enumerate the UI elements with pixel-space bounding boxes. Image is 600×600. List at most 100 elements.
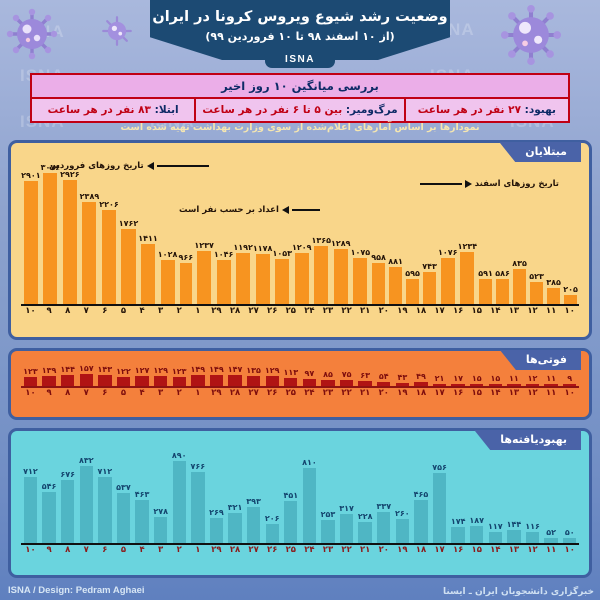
bar-column: ۱۲۳ xyxy=(21,367,40,386)
axis-tick-label: ۲۱ xyxy=(359,388,371,398)
bar xyxy=(339,513,354,543)
axis-tick-label: ۱۹ xyxy=(397,545,408,555)
bar xyxy=(544,538,558,543)
bar-column: ۱۴۱۱ xyxy=(138,234,158,304)
panel-infected: مبتلایان تاریخ روزهای اسفند تاریخ روزهای… xyxy=(8,140,592,340)
bar xyxy=(358,521,372,543)
bar-column: ۱۲ xyxy=(523,374,542,386)
axis-tick-label: ۲۷ xyxy=(248,306,259,316)
bar-value-label: ۱۱۳ xyxy=(283,367,299,377)
bar-column: ۱۲۳۴ xyxy=(458,242,477,304)
bar-value-label: ۱۲۸۹ xyxy=(331,239,351,249)
axis-tick-label: ۱۷ xyxy=(434,388,445,398)
axis-tick-label: ۲۲ xyxy=(341,545,352,555)
bar-value-label: ۹۶۶ xyxy=(178,252,194,262)
bar-value-label: ۲۹۰۱ xyxy=(21,170,41,180)
bar-column: ۹۵۸ xyxy=(370,253,387,304)
chart-deaths: ۹ ۱۱ ۱۲ ۱۱ ۱۵ ۱۵ ۱۷ ۲۱ ۴۹ ۴۳ ۵۴ ۶۳ ۷۵ ۸۵ ۹۷ ۱۱۳ ۱۲۹ ۱۳۵ ۱۴… xyxy=(21,360,579,414)
axis-tick-label: ۳ xyxy=(158,545,164,555)
axis-tick-label: ۴ xyxy=(139,388,145,398)
bar-column: ۲۵۳ xyxy=(319,510,338,543)
bar-value-label: ۱۵ xyxy=(471,374,482,383)
bar-value-label: ۱۷۴ xyxy=(450,516,466,526)
axis-tick-label: ۲۶ xyxy=(267,306,278,316)
stat-infection-label: ابتلا: xyxy=(154,104,179,116)
axis-tick-label: ۵ xyxy=(120,306,127,316)
bar-value-label: ۷۱۲ xyxy=(23,467,38,477)
bar-value-label: ۵۴ xyxy=(378,371,389,381)
axis-tick-label: ۳ xyxy=(158,306,164,316)
bar-value-label: ۱۵ xyxy=(490,374,501,383)
axis-tick-label: ۷ xyxy=(83,388,89,398)
bar xyxy=(98,375,112,386)
bar-column: ۵۹۱ xyxy=(477,269,494,304)
bar-column: ۲۹۲۶ xyxy=(60,170,80,304)
bar xyxy=(395,518,410,543)
chart-deaths-bars: ۹ ۱۱ ۱۲ ۱۱ ۱۵ ۱۵ ۱۷ ۲۱ ۴۹ ۴۳ ۵۴ ۶۳ ۷۵ ۸۵ ۹۷ ۱۱۳ ۱۲۹ ۱۳۵ ۱۴… xyxy=(21,360,579,388)
bar xyxy=(321,519,335,543)
bar xyxy=(153,517,168,543)
bar-column: ۱۱۶ xyxy=(523,522,542,543)
bar xyxy=(79,465,93,543)
footer-credit: ISNA / Design: Pedram Aghaei xyxy=(8,585,145,596)
axis-tick-label: ۱۱ xyxy=(545,545,557,555)
bar xyxy=(414,499,428,543)
bar xyxy=(321,379,335,386)
bar xyxy=(423,272,436,304)
bar-column: ۱۱۷۸ xyxy=(253,244,272,304)
stats-title: بررسی میانگین ۱۰ روز اخیر xyxy=(32,75,568,99)
bar xyxy=(525,532,540,543)
bar-value-label: ۳۰۷۶ xyxy=(40,163,61,173)
bar-value-label: ۱۴۴ xyxy=(506,519,522,529)
footer-logo: خبرگزاری دانشجویان ایران ـ ایسنا xyxy=(442,587,594,597)
axis-tick-label: ۲۸ xyxy=(229,388,241,398)
bar-column: ۱۳۵ xyxy=(244,366,263,386)
axis-tick-label: ۲۷ xyxy=(248,545,259,555)
bar-value-label: ۱۱۷ xyxy=(488,522,503,532)
axis-tick-label: ۲۶ xyxy=(267,388,278,398)
bar-value-label: ۹۷ xyxy=(304,368,315,378)
stat-infection: ابتلا: ۸۳ نفر در هر ساعت xyxy=(32,99,197,121)
bar-value-label: ۸۵ xyxy=(323,369,333,379)
axis-tick-label: ۲۶ xyxy=(267,545,278,555)
bar-value-label: ۲۷۸ xyxy=(153,507,168,517)
bar xyxy=(255,253,270,304)
bar xyxy=(141,244,156,304)
bar-value-label: ۱۰۷۵ xyxy=(350,248,371,258)
bar-value-label: ۱۰۴۶ xyxy=(213,249,234,259)
annotation-farvardin-label: تاریخ روزهای فروردین xyxy=(49,161,144,171)
axis-tick-label: ۵ xyxy=(120,388,127,398)
bar-column: ۱۲۷ xyxy=(133,366,152,386)
bar-column: ۲۶۹ xyxy=(207,508,226,543)
bar-value-label: ۳۳۷ xyxy=(376,501,392,511)
bar-value-label: ۱۳۹ xyxy=(41,365,57,375)
bar-value-label: ۴۵۱ xyxy=(283,491,299,501)
axis-tick-label: ۱۶ xyxy=(452,306,464,316)
bar xyxy=(135,376,149,386)
bar xyxy=(564,295,577,304)
axis-tick-label: ۶ xyxy=(102,545,108,555)
arrow-head-icon xyxy=(146,162,154,170)
axis-tick-label: ۱۶ xyxy=(452,388,464,398)
bar xyxy=(470,525,484,543)
bar-column: ۲۱ xyxy=(430,374,449,386)
bar xyxy=(160,260,175,304)
annotation-farvardin: تاریخ روزهای فروردین xyxy=(49,161,209,171)
axis-tick-label: ۸ xyxy=(65,545,71,555)
bar-column: ۲۷۸ xyxy=(151,507,170,543)
bar-value-label: ۴۶۵ xyxy=(413,489,429,499)
bar-value-label: ۱۴۴ xyxy=(60,365,75,375)
bar-column: ۱۲۹ xyxy=(263,366,282,386)
axis-tick-label: ۲۰ xyxy=(378,545,389,555)
chart-infected: ۲۰۵ ۳۸۵ ۵۲۳ ۸۳۵ ۵۸۶ ۵۹۱ ۱۲۳۴ ۱۰۷۶ ۷۴۳ ۵۹۵ ۸۸۱ ۹۵۸ ۱۰… xyxy=(21,154,579,329)
bar-column: ۴۹ xyxy=(412,372,431,386)
bar-column: ۴۶۳ xyxy=(133,490,152,543)
bar-value-label: ۵۰ xyxy=(564,528,575,538)
bar-column: ۹ xyxy=(560,374,579,386)
bar-value-label: ۷۵۶ xyxy=(432,462,447,472)
bar-column: ۱۲۲ xyxy=(114,367,133,386)
stats-row: بهبود: ۲۷ نفر در هر ساعت مرگ‌ومیر: بین ۵… xyxy=(32,99,568,121)
axis-tick-label: ۱۲ xyxy=(527,545,538,555)
bar xyxy=(265,523,279,543)
bar-value-label: ۳۸۵ xyxy=(546,277,561,287)
